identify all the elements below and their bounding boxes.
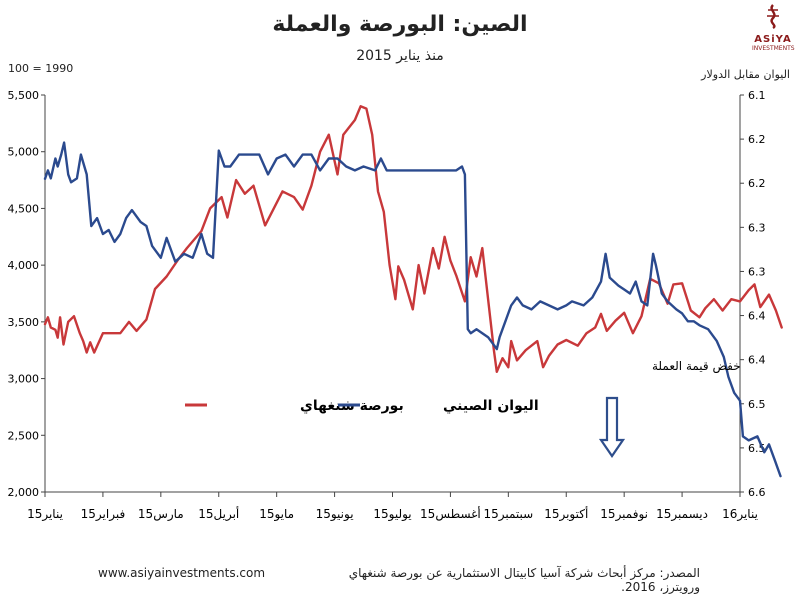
x-tick-label: مايو15 (259, 507, 294, 522)
chart-title: الصين: البورصة والعملة (272, 12, 528, 37)
brand-logo: ASiYA INVESTMENTS (752, 2, 795, 52)
right-tick-label: 6.1 (748, 89, 766, 102)
right-tick-label: 6.3 (748, 221, 766, 234)
x-tick-label: أغسطس15 (420, 506, 481, 522)
right-tick-label: 6.4 (748, 354, 766, 367)
left-axis-unit: 100 = 1990 (8, 62, 74, 75)
x-tick-label: نوفمبر15 (600, 507, 648, 522)
x-tick-label: يناير15 (27, 507, 63, 522)
left-tick-label: 3,000 (8, 373, 40, 386)
brand-emblem-icon (767, 4, 779, 30)
left-tick-label: 3,500 (8, 316, 40, 329)
series-line-yuan (43, 141, 782, 478)
series-layer (43, 105, 783, 478)
x-tick-label: سبتمبر15 (483, 507, 533, 522)
x-tick-label: أكتوبر15 (544, 506, 588, 522)
brand-name: ASiYA (754, 34, 792, 45)
right-axis: 6.16.26.26.36.36.46.46.56.56.6 (739, 89, 766, 499)
left-tick-label: 4,000 (8, 259, 40, 272)
right-tick-label: 6.6 (748, 486, 766, 499)
left-tick-label: 2,000 (8, 486, 40, 499)
right-axis-unit: اليوان مقابل الدولار (701, 68, 790, 81)
left-axis: 2,000 2,500 3,000 3,500 4,000 4,500 5,000 5,500 (8, 89, 46, 499)
right-tick-label: 6.4 (748, 310, 766, 323)
chart-legend: بورصة شنغهاي اليوان الصيني (185, 398, 539, 415)
x-tick-label: مارس15 (138, 507, 184, 522)
right-tick-label: 6.2 (748, 133, 766, 146)
left-tick-label: 5,500 (8, 89, 40, 102)
devaluation-annotation: خفض قيمة العملة (598, 359, 741, 458)
left-tick-label: 2,500 (8, 429, 40, 442)
x-tick-label: فبراير15 (81, 507, 126, 522)
x-tick-label: ديسمبر15 (656, 507, 708, 522)
chart-subtitle: منذ يناير 2015 (356, 48, 444, 64)
left-tick-label: 4,500 (8, 202, 40, 215)
x-tick-label: يوليو15 (373, 507, 411, 522)
right-tick-label: 6.2 (748, 177, 766, 190)
footer-source: المصدر: مركز أبحاث شركة آسيا كابيتال الا… (348, 566, 700, 594)
legend-label-yuan: اليوان الصيني (443, 398, 539, 414)
x-tick-label: يونيو15 (316, 507, 354, 522)
left-tick-label: 5,000 (8, 146, 40, 159)
series-line-shanghai (43, 105, 783, 373)
annotation-label: خفض قيمة العملة (652, 359, 741, 374)
footer-website: www.asiyainvestments.com (98, 566, 266, 580)
right-tick-label: 6.5 (748, 398, 766, 411)
x-tick-label: يناير16 (722, 507, 758, 522)
down-arrow-icon (598, 396, 626, 458)
right-tick-label: 6.3 (748, 265, 766, 278)
brand-subtitle: INVESTMENTS (752, 45, 795, 52)
x-tick-label: أبريل15 (198, 506, 239, 522)
x-axis: يناير15 فبراير15 مارس15 أبريل15 مايو15 يونيو1… (27, 491, 758, 522)
